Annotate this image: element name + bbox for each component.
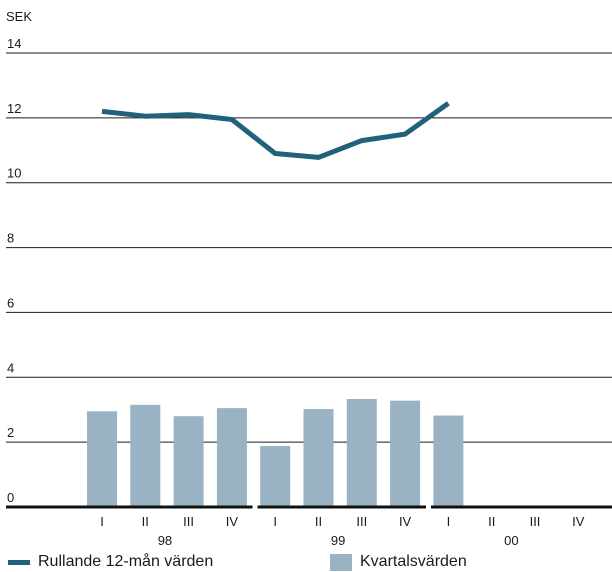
x-tick-label: IV [226, 514, 239, 529]
y-tick-label: 14 [7, 36, 21, 51]
bar [303, 409, 334, 507]
x-tick-label: IV [399, 514, 412, 529]
legend-line-label: Rullande 12-mån värden [38, 553, 214, 570]
x-tick-label: IV [572, 514, 585, 529]
legend-line-swatch [8, 559, 30, 565]
legend-line-item: Rullande 12-mån värden [8, 552, 213, 572]
x-group-label: 99 [331, 533, 345, 548]
y-tick-label: 0 [7, 490, 14, 505]
legend-bar-label: Kvartalsvärden [360, 553, 467, 570]
unit-label: SEK [6, 9, 32, 24]
bar [260, 446, 291, 507]
y-tick-label: 12 [7, 101, 21, 116]
legend-bar-item: Kvartalsvärden [330, 552, 467, 572]
x-tick-label: II [142, 514, 149, 529]
x-group-label: 00 [504, 533, 518, 548]
legend-bar-swatch [330, 553, 352, 571]
y-tick-label: 2 [7, 425, 14, 440]
bar [173, 416, 204, 507]
y-tick-label: 4 [7, 360, 14, 375]
x-group-label: 98 [158, 533, 172, 548]
bar [130, 404, 161, 507]
bar [216, 408, 247, 507]
y-tick-label: 8 [7, 231, 14, 246]
x-tick-label: II [488, 514, 495, 529]
x-tick-label: III [183, 514, 194, 529]
bar [346, 399, 377, 507]
bar [87, 411, 117, 507]
y-tick-label: 10 [7, 166, 21, 181]
x-tick-label: I [447, 514, 451, 529]
x-tick-label: III [530, 514, 541, 529]
line-series [101, 101, 450, 160]
bar [390, 400, 421, 507]
x-tick-label: I [273, 514, 277, 529]
x-tick-label: I [100, 514, 104, 529]
y-tick-label: 6 [7, 295, 14, 310]
x-tick-label: III [356, 514, 367, 529]
x-tick-label: II [315, 514, 322, 529]
bar [433, 415, 464, 507]
